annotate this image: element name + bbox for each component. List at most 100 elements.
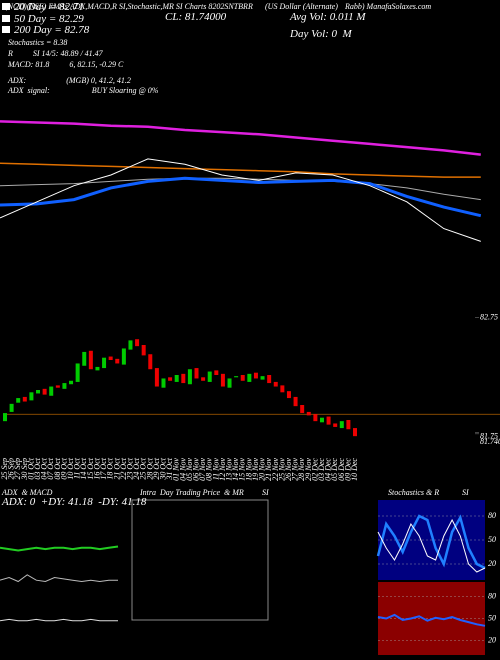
intraday-box	[131, 499, 269, 621]
x-tick-label: 27 Sep	[13, 458, 22, 480]
candle-body	[3, 413, 7, 422]
candle-body	[280, 385, 285, 393]
x-tick-label: 31 Oct	[165, 457, 174, 480]
indicator-label: Stochastics = 8.38	[8, 38, 67, 47]
y-tick-label: 20	[488, 559, 496, 568]
x-tick-label: 03 Oct	[33, 457, 42, 479]
x-tick-label: 05 Dec	[330, 458, 339, 481]
x-tick-label: 18 Nov	[244, 458, 253, 481]
x-tick-label: 04 Nov	[178, 458, 187, 481]
candle-body	[201, 377, 206, 381]
x-tick-label: 30 Oct	[158, 457, 167, 480]
candle-body	[62, 383, 67, 389]
x-tick-label: 24 Oct	[132, 457, 141, 479]
candle-body	[353, 428, 357, 437]
indicator-label: ADX: (MGB) 0, 41.2, 41.2	[7, 76, 131, 85]
candle-body	[194, 368, 199, 379]
x-tick-label: 15 Oct	[86, 457, 95, 479]
indicator-label: ADX signal: BUY Sloaring @ 0%	[7, 86, 159, 95]
candle-body	[326, 416, 331, 425]
x-tick-label: 15 Nov	[238, 458, 247, 481]
x-tick-label: 06 Dec	[337, 458, 346, 481]
candle-body	[260, 376, 265, 380]
x-tick-label: 10 Dec	[350, 458, 359, 481]
indicator-label: 50 Day = 82.29	[14, 13, 84, 25]
candle-body	[220, 373, 225, 387]
candle-body	[55, 385, 60, 388]
indicator-label: R SI 14/5: 48.89 / 41.47	[7, 49, 104, 58]
legend-swatch	[2, 3, 10, 10]
x-tick-label: 23 Oct	[125, 457, 134, 479]
candle-body	[148, 354, 153, 370]
x-tick-label: 30 Sep	[20, 458, 29, 481]
x-tick-label: 28 Nov	[297, 458, 306, 481]
panel-title: Intra Day Trading Price & MR	[139, 488, 244, 497]
candle-body	[121, 348, 126, 365]
x-tick-label: 13 Nov	[225, 458, 234, 481]
series-line	[376, 514, 486, 570]
candle-body	[128, 340, 133, 350]
x-tick-label: 20 Nov	[258, 458, 267, 481]
series-line	[0, 574, 118, 583]
y-tick-label: 50	[488, 614, 496, 623]
series-line	[377, 613, 486, 627]
candle-body	[187, 369, 192, 385]
candle-body	[207, 371, 212, 382]
close-price: CL: 81.74000	[165, 11, 227, 23]
candle-body	[214, 370, 219, 375]
panel-title: Stochastics & R	[388, 488, 439, 497]
series-line	[0, 162, 481, 178]
series-line	[0, 618, 118, 622]
x-tick-label: 14 Nov	[231, 458, 240, 481]
x-tick-label: 01 Oct	[26, 457, 35, 479]
candle-body	[174, 375, 179, 382]
x-tick-label: 04 Dec	[324, 458, 333, 481]
candle-body	[82, 351, 87, 366]
series-line	[0, 120, 481, 156]
x-tick-label: 03 Dec	[317, 458, 326, 481]
x-tick-label: 14 Oct	[79, 457, 88, 479]
candle-body	[319, 417, 324, 423]
x-tick-label: 18 Oct	[106, 457, 115, 479]
x-tick-label: 22 Oct	[119, 457, 128, 479]
series-line	[0, 545, 119, 552]
candle-body	[339, 421, 344, 429]
x-tick-label: 06 Nov	[192, 458, 201, 481]
x-tick-label: 25 Sep	[0, 458, 9, 480]
series-line	[0, 177, 481, 201]
x-tick-label: 08 Nov	[205, 458, 214, 481]
x-tick-label: 26 Nov	[284, 458, 293, 481]
x-tick-label: 12 Nov	[218, 458, 227, 481]
candle-body	[181, 373, 186, 384]
candle-body	[102, 357, 107, 369]
x-tick-label: 16 Oct	[92, 457, 101, 479]
candle-body	[253, 372, 258, 379]
y-tick-label: 82.75	[480, 312, 498, 321]
x-tick-label: 28 Oct	[145, 457, 154, 479]
indicator-label: MACD: 81.8 6, 82.15, -0.29 C	[7, 60, 124, 69]
indicator-label: 200 Day = 82.78	[14, 24, 90, 36]
x-tick-label: 21 Oct	[112, 457, 121, 479]
candle-body	[154, 368, 159, 387]
candle-body	[108, 356, 113, 360]
candle-body	[95, 366, 100, 371]
candle-body	[267, 375, 272, 384]
x-tick-label: 10 Oct	[66, 457, 75, 479]
x-tick-label: 22 Nov	[271, 458, 280, 481]
candle-body	[16, 398, 21, 403]
candle-body	[22, 396, 27, 402]
candle-body	[69, 380, 74, 385]
x-tick-label: 29 Oct	[152, 457, 161, 479]
candle-body	[240, 375, 245, 381]
x-tick-label: 26 Sep	[7, 458, 16, 480]
series-line	[0, 158, 481, 242]
series-line	[0, 176, 482, 218]
candle-body	[9, 403, 14, 412]
series-line	[377, 518, 486, 573]
x-tick-label: 07 Nov	[198, 458, 207, 481]
x-tick-label: 27 Nov	[291, 458, 300, 481]
y-tick-label: 81.75	[480, 432, 498, 441]
x-tick-label: 11 Nov	[211, 458, 220, 481]
panel-title: SI	[262, 488, 269, 497]
